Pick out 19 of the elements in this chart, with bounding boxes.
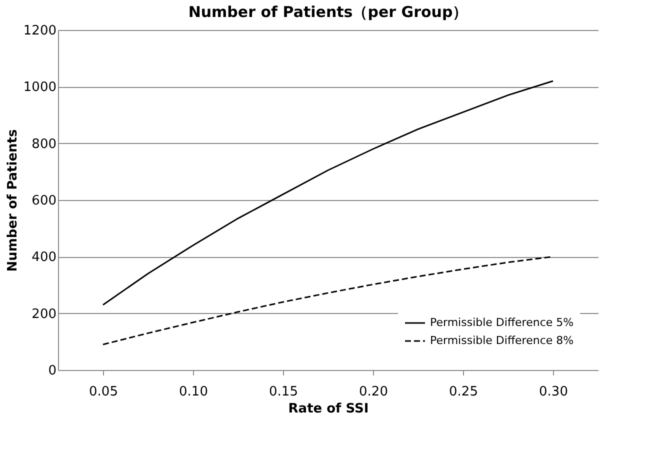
x-tick-label: 0.15	[269, 384, 298, 400]
y-tick-label: 600	[32, 194, 56, 208]
x-tick-label: 0.05	[89, 384, 118, 400]
y-tick-label: 1000	[23, 80, 56, 96]
y-tick-label: 400	[32, 250, 56, 266]
y-tick-label: 200	[32, 306, 56, 322]
x-axis-title: Rate of SSI	[288, 402, 369, 416]
y-tick-label: 800	[32, 136, 56, 152]
y-tick-label: 0	[48, 364, 56, 378]
y-axis-title: Number of Patients	[5, 128, 20, 272]
x-tick-label: 0.30	[539, 384, 568, 400]
y-tick-label: 1200	[23, 24, 56, 38]
legend-label: Permissible Difference 8%	[430, 334, 574, 347]
legend-label: Permissible Difference 5%	[430, 316, 574, 329]
x-tick-label: 0.20	[359, 384, 388, 400]
x-tick-label: 0.10	[179, 384, 208, 400]
line-series	[102, 80, 554, 306]
x-tick-label: 0.25	[449, 384, 478, 400]
chart-title: Number of Patients（per Group）	[188, 3, 468, 21]
